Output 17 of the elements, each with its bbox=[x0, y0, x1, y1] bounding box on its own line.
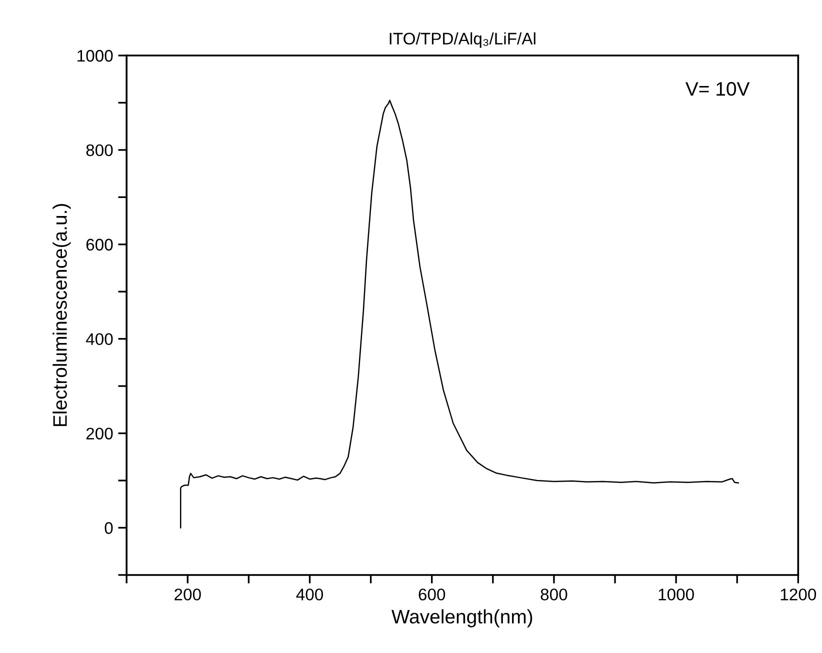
x-tick-label: 800 bbox=[540, 588, 568, 600]
y-tick-label: 0 bbox=[104, 522, 113, 534]
x-tick-label: 600 bbox=[418, 588, 446, 600]
y-tick-label: 400 bbox=[86, 333, 113, 346]
y-tick-label: 800 bbox=[86, 144, 113, 156]
line-series bbox=[180, 100, 739, 528]
annotation: V= 10V bbox=[685, 82, 750, 96]
x-axis-title: Wavelength(nm) bbox=[392, 609, 532, 628]
y-tick-label: 1000 bbox=[78, 50, 113, 62]
y-tick-label: 200 bbox=[86, 428, 113, 440]
y-tick-label: 600 bbox=[86, 238, 113, 251]
x-tick-label: 1000 bbox=[658, 588, 694, 600]
chart-title: ITO/TPD/Alq₃/LiF/Al bbox=[390, 32, 536, 48]
y-axis-title: Electroluminescence(a.u.) bbox=[52, 204, 71, 426]
x-tick-label: 400 bbox=[296, 588, 323, 600]
x-tick-label: 1200 bbox=[780, 588, 816, 600]
x-tick-label: 200 bbox=[174, 588, 201, 600]
